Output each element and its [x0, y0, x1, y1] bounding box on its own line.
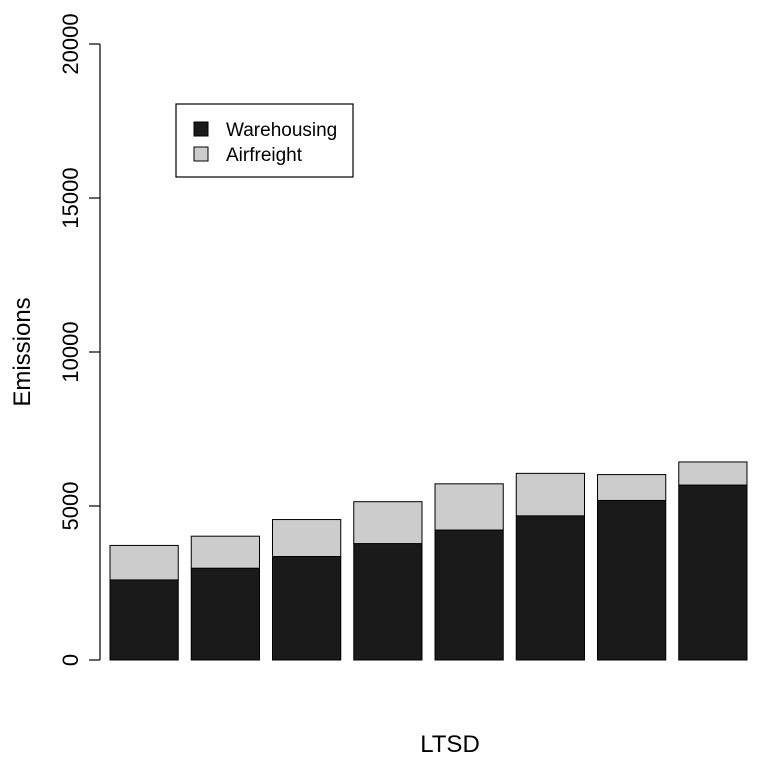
- bar-airfreight-4: [354, 502, 422, 544]
- bar-warehousing-5: [435, 530, 503, 660]
- y-axis-label: Emissions: [9, 297, 36, 406]
- bar-airfreight-3: [273, 520, 341, 557]
- y-tick-label: 10000: [58, 321, 83, 382]
- bar-airfreight-2: [191, 536, 259, 568]
- bar-warehousing-7: [598, 500, 666, 660]
- bar-warehousing-1: [110, 580, 178, 660]
- legend-label-airfreight: Airfreight: [226, 145, 303, 166]
- y-tick-label: 20000: [58, 13, 83, 74]
- y-tick-label: 5000: [58, 482, 83, 531]
- legend-swatch-warehousing: [194, 122, 208, 136]
- bar-warehousing-6: [516, 516, 584, 660]
- y-tick-label: 0: [58, 654, 83, 666]
- legend: Warehousing Airfreight: [176, 104, 353, 177]
- legend-label-warehousing: Warehousing: [226, 120, 337, 141]
- x-axis-label: LTSD: [420, 731, 480, 758]
- bar-airfreight-1: [110, 545, 178, 579]
- y-axis: 0 5000 10000 15000 20000: [58, 13, 100, 666]
- bar-airfreight-8: [679, 462, 747, 485]
- bars-group: [110, 462, 747, 660]
- bar-warehousing-2: [191, 568, 259, 660]
- legend-swatch-airfreight: [194, 147, 208, 161]
- bar-airfreight-7: [598, 475, 666, 501]
- bar-warehousing-3: [273, 557, 341, 660]
- bar-warehousing-8: [679, 485, 747, 660]
- bar-warehousing-4: [354, 544, 422, 660]
- y-tick-label: 15000: [58, 167, 83, 228]
- bar-airfreight-6: [516, 473, 584, 516]
- bar-airfreight-5: [435, 484, 503, 530]
